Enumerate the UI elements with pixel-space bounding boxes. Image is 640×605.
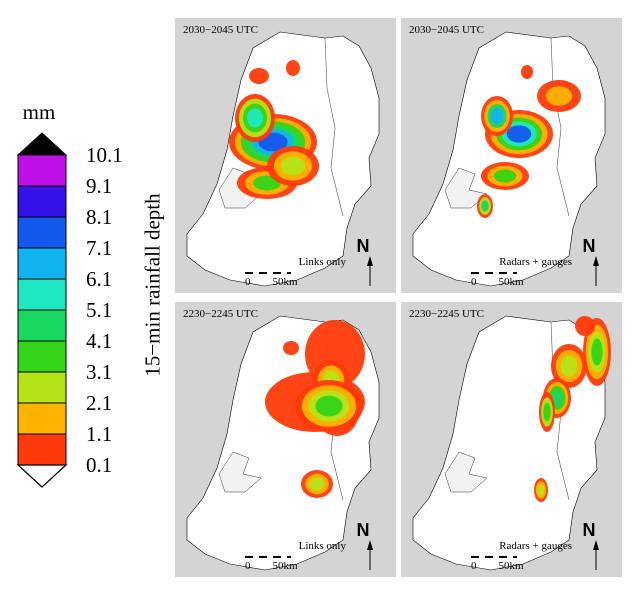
- colorbar-over-triangle: [16, 132, 68, 156]
- rain-cell: [551, 390, 563, 406]
- panel-time: 2230−2245 UTC: [183, 308, 258, 320]
- map-svg: N: [412, 315, 611, 571]
- rain-cell: [543, 402, 551, 422]
- colorbar-segment: [17, 433, 67, 466]
- map-svg: N: [412, 31, 606, 287]
- panel-source-label: Links only: [298, 256, 346, 268]
- scale-bar-label: 0 50km: [245, 276, 298, 288]
- colorbar-tick-label: 9.1: [86, 174, 113, 198]
- north-arrow-label: N: [583, 520, 596, 540]
- rain-cell: [506, 125, 532, 143]
- scale-bar-label: 0 50km: [245, 560, 298, 572]
- map-svg: N: [186, 31, 380, 287]
- north-arrow-label: N: [583, 236, 596, 256]
- rain-cell: [249, 68, 269, 84]
- rain-cell: [591, 338, 603, 366]
- panel-time: 2230−2245 UTC: [409, 308, 484, 320]
- colorbar-tick-label: 7.1: [86, 236, 113, 260]
- panel-source-label: Links only: [298, 540, 346, 552]
- rain-cell: [493, 169, 517, 183]
- rain-cell: [247, 108, 263, 128]
- panel-source-label: Radars + gauges: [499, 256, 572, 268]
- map-panel-radar-2030: N 2030−2045 UTC Radars + gauges 0 50km: [401, 18, 622, 293]
- map-panel-links-2030: N 2030−2045 UTC Links only 0 50km: [175, 18, 396, 293]
- rain-cell: [560, 355, 578, 377]
- colorbar-under-triangle: [16, 464, 68, 488]
- colorbar-segment: [17, 154, 67, 187]
- rain-cell: [545, 86, 573, 106]
- colorbar-segment: [17, 340, 67, 373]
- legend-title: 15−min rainfall depth: [140, 193, 165, 377]
- colorbar-tick-label: 3.1: [86, 360, 113, 384]
- rain-cell: [575, 316, 595, 336]
- colorbar-tick-label: 6.1: [86, 267, 113, 291]
- map-panel-radar-2230: N 2230−2245 UTC Radars + gauges 0 50km: [401, 302, 622, 577]
- rain-cell: [521, 65, 533, 79]
- colorbar: [16, 132, 68, 488]
- north-arrow-label: N: [357, 520, 370, 540]
- colorbar-segment: [17, 216, 67, 249]
- colorbar-tick-label: 10.1: [86, 143, 123, 167]
- north-arrow-head: [593, 540, 599, 550]
- rain-cell: [286, 60, 300, 76]
- colorbar-tick-label: 1.1: [86, 422, 113, 446]
- inland-water: [444, 451, 488, 493]
- rain-cell: [283, 341, 299, 355]
- north-arrow-head: [367, 540, 373, 550]
- colorbar-segment: [17, 247, 67, 280]
- scale-bar-label: 0 50km: [471, 276, 524, 288]
- panel-time: 2030−2045 UTC: [183, 24, 258, 36]
- colorbar-tick-label: 5.1: [86, 298, 113, 322]
- colorbar-segment: [17, 371, 67, 404]
- rain-cell: [481, 200, 489, 212]
- north-arrow-label: N: [357, 236, 370, 256]
- map-svg: N: [186, 315, 380, 571]
- colorbar-tick-label: 0.1: [86, 453, 113, 477]
- colorbar-tick-label: 2.1: [86, 391, 113, 415]
- north-arrow-head: [367, 256, 373, 266]
- colorbar-tick-label: 4.1: [86, 329, 113, 353]
- inland-water: [218, 451, 262, 493]
- rain-cell: [309, 477, 325, 491]
- colorbar-legend: mm 10.1 9.1 8.1 7.1 6.1 5.1 4.1 3.1 2.1 1.1 0.1 15…: [0, 0, 175, 600]
- scale-bar-label: 0 50km: [471, 560, 524, 572]
- rain-cell: [537, 484, 545, 496]
- colorbar-segment: [17, 402, 67, 435]
- panel-time: 2030−2045 UTC: [409, 24, 484, 36]
- colorbar-segment: [17, 185, 67, 218]
- map-panel-links-2230: N 2230−2245 UTC Links only 0 50km: [175, 302, 396, 577]
- colorbar-segment: [17, 309, 67, 342]
- rain-cell: [490, 108, 504, 124]
- border-line: [550, 37, 570, 217]
- rain-cell: [315, 395, 343, 417]
- north-arrow-head: [593, 256, 599, 266]
- colorbar-tick-label: 8.1: [86, 205, 113, 229]
- colorbar-segment: [17, 278, 67, 311]
- land-outline: [412, 31, 606, 287]
- legend-unit: mm: [22, 100, 56, 124]
- rain-cell: [280, 156, 306, 176]
- border-line: [324, 37, 344, 217]
- panel-source-label: Radars + gauges: [499, 540, 572, 552]
